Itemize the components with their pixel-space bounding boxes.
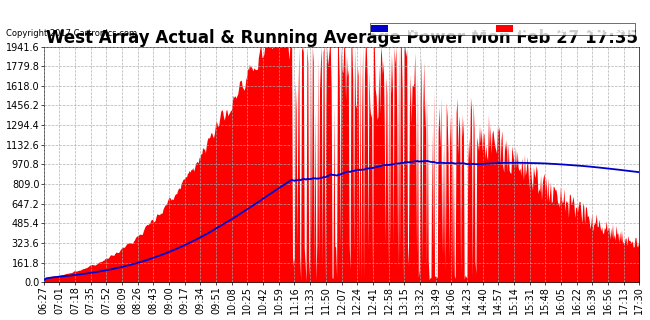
Title: West Array Actual & Running Average Power Mon Feb 27 17:35: West Array Actual & Running Average Powe…: [46, 28, 638, 47]
Text: Copyright 2017 Cartronics.com: Copyright 2017 Cartronics.com: [6, 29, 138, 38]
Legend: Average  (DC Watts), West Array  (DC Watts): Average (DC Watts), West Array (DC Watts…: [370, 23, 635, 36]
